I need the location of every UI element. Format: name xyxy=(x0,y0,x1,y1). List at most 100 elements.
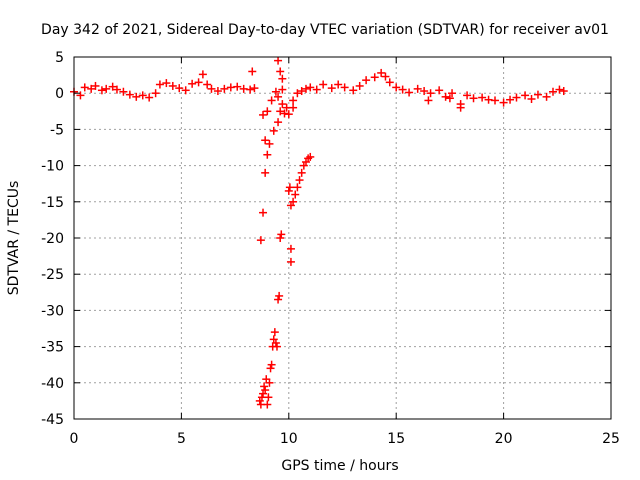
data-point xyxy=(456,103,465,112)
data-point xyxy=(297,168,306,177)
data-point xyxy=(181,86,190,95)
data-point xyxy=(306,83,315,92)
x-tick-label: 20 xyxy=(495,431,513,447)
y-tick-label: -45 xyxy=(41,412,64,428)
data-point xyxy=(263,150,272,159)
data-point xyxy=(293,183,302,192)
data-point xyxy=(521,91,530,100)
data-point xyxy=(102,84,111,93)
data-point xyxy=(291,190,300,199)
data-point xyxy=(512,93,521,102)
data-point xyxy=(261,386,270,395)
data-point xyxy=(97,86,106,95)
data-point xyxy=(306,152,315,161)
data-point xyxy=(295,176,304,185)
data-point xyxy=(334,80,343,89)
data-point xyxy=(448,89,457,98)
data-point xyxy=(91,81,100,90)
data-point xyxy=(405,88,414,97)
data-point xyxy=(542,92,551,101)
data-point xyxy=(362,76,371,85)
data-point xyxy=(278,100,287,109)
data-point xyxy=(112,85,121,94)
data-point xyxy=(284,110,293,119)
data-point xyxy=(168,81,177,90)
data-point xyxy=(220,84,229,93)
data-point xyxy=(289,96,298,105)
data-point xyxy=(272,342,281,351)
data-point xyxy=(188,79,197,88)
data-point xyxy=(327,84,336,93)
data-point xyxy=(138,91,147,100)
data-point xyxy=(491,96,500,105)
data-point xyxy=(527,94,536,103)
data-point xyxy=(392,83,401,92)
data-point xyxy=(355,81,364,90)
data-point xyxy=(108,82,117,91)
data-point xyxy=(213,87,222,96)
data-point xyxy=(175,84,184,93)
y-tick-label: -40 xyxy=(41,376,64,392)
data-point xyxy=(261,168,270,177)
data-point xyxy=(263,107,272,116)
data-point xyxy=(445,94,454,103)
y-tick-label: -20 xyxy=(41,231,64,247)
data-point xyxy=(549,87,558,96)
y-tick-label: 5 xyxy=(55,50,64,66)
data-point xyxy=(80,83,89,92)
data-point xyxy=(385,78,394,87)
x-tick-label: 5 xyxy=(177,431,186,447)
data-point xyxy=(289,103,298,112)
data-point xyxy=(248,67,257,76)
data-point xyxy=(259,208,268,217)
data-point xyxy=(269,126,278,135)
data-point xyxy=(276,234,285,242)
data-point xyxy=(267,360,276,369)
data-point xyxy=(276,67,285,76)
data-point xyxy=(284,186,293,195)
y-tick-label: 0 xyxy=(55,86,64,102)
y-tick-label: -25 xyxy=(41,267,64,283)
data-point xyxy=(286,244,295,253)
data-point xyxy=(76,91,85,100)
x-tick-label: 15 xyxy=(387,431,405,447)
x-tick-label: 25 xyxy=(602,431,620,447)
data-point xyxy=(398,85,407,94)
data-point xyxy=(420,87,429,96)
data-point xyxy=(125,90,134,99)
axis-ticks: 0 5 10 15 20 25 5 0 -5 -10 -15 -20 -25 -30 -35 -40 -45 xyxy=(41,50,620,447)
data-point xyxy=(259,110,268,119)
data-point xyxy=(370,73,379,82)
data-point xyxy=(271,87,280,96)
data-point xyxy=(377,68,386,77)
data-point xyxy=(319,80,328,89)
data-point xyxy=(463,91,472,100)
data-points xyxy=(70,56,568,409)
x-tick-label: 10 xyxy=(280,431,298,447)
data-point xyxy=(499,98,508,107)
data-point xyxy=(265,378,274,387)
data-point xyxy=(426,89,435,98)
data-point xyxy=(301,84,310,93)
data-point xyxy=(312,85,321,94)
x-tick-label: 0 xyxy=(70,431,79,447)
data-point xyxy=(260,382,269,391)
data-point xyxy=(246,85,255,94)
data-point xyxy=(151,89,160,98)
data-point xyxy=(274,56,283,65)
data-point xyxy=(266,364,275,373)
y-tick-label: -5 xyxy=(50,122,64,138)
data-point xyxy=(274,295,283,304)
y-tick-label: -35 xyxy=(41,340,64,356)
data-point xyxy=(285,183,294,192)
data-point xyxy=(469,94,478,103)
data-point xyxy=(87,84,96,93)
y-tick-label: -10 xyxy=(41,159,64,175)
data-point xyxy=(207,84,216,93)
data-point xyxy=(533,90,542,99)
y-tick-label: -30 xyxy=(41,303,64,319)
data-point xyxy=(293,89,302,98)
data-point xyxy=(263,400,272,409)
data-point xyxy=(145,93,154,102)
